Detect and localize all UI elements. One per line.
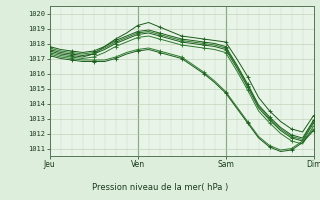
Text: Pression niveau de la mer( hPa ): Pression niveau de la mer( hPa ): [92, 183, 228, 192]
